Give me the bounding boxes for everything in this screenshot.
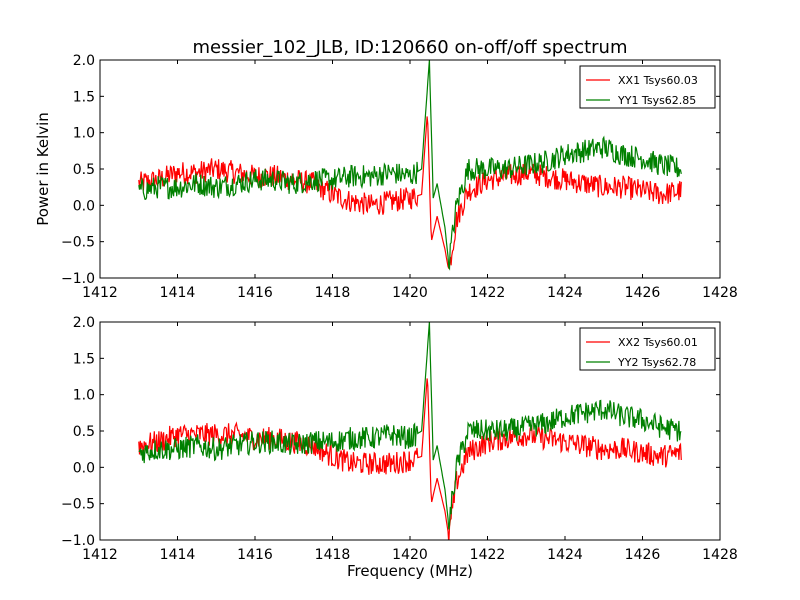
y-tick-label: −0.5 (61, 497, 95, 513)
x-tick-label: 1428 (702, 547, 738, 563)
y-tick-label: 1.5 (73, 351, 95, 367)
y-tick-label: 2.0 (73, 315, 95, 331)
x-tick-label: 1418 (315, 285, 351, 301)
legend (579, 327, 716, 371)
x-tick-label: 1416 (237, 285, 273, 301)
y-axis-label: Power in Kelvin (34, 112, 52, 226)
y-tick-label: −1.0 (61, 533, 95, 549)
x-tick-label: 1420 (392, 285, 428, 301)
x-tick-label: 1414 (160, 547, 196, 563)
series-line-xx-panel-1 (138, 116, 682, 269)
x-tick-label: 1420 (392, 547, 428, 563)
x-tick-label: 1418 (315, 547, 351, 563)
x-axis-label: Frequency (MHz) (347, 562, 473, 580)
series-line-yy-panel-1 (138, 60, 682, 271)
x-tick-label: 1412 (82, 547, 118, 563)
y-tick-label: 1.5 (73, 89, 95, 105)
x-tick-label: 1424 (547, 547, 583, 563)
y-tick-label: 1.0 (73, 126, 95, 142)
x-tick-label: 1422 (470, 285, 506, 301)
y-tick-label: 2.0 (73, 53, 95, 69)
y-tick-label: 0.0 (73, 460, 95, 476)
x-tick-label: 1412 (82, 285, 118, 301)
series-line-xx-panel-2 (138, 378, 682, 540)
legend-label: YY1 Tsys62.85 (617, 94, 696, 107)
x-tick-label: 1416 (237, 547, 273, 563)
legend-label: YY2 Tsys62.78 (617, 356, 696, 369)
legend-label: XX1 Tsys60.03 (618, 74, 698, 87)
x-tick-label: 1422 (470, 547, 506, 563)
y-tick-label: −1.0 (61, 271, 95, 287)
y-tick-label: 1.0 (73, 388, 95, 404)
y-tick-label: 0.0 (73, 198, 95, 214)
x-tick-label: 1426 (625, 285, 661, 301)
top-panel: 1412 1414 1416 1418 1420 1422 1424 1426 1428 −1.0… (34, 53, 738, 301)
legend (579, 65, 716, 109)
chart-title: messier_102_JLB, ID:120660 on-off/off sp… (192, 37, 627, 58)
x-tick-label: 1424 (547, 285, 583, 301)
y-tick-label: 0.5 (73, 162, 95, 178)
y-tick-label: 0.5 (73, 424, 95, 440)
legend-label: XX2 Tsys60.01 (618, 336, 698, 349)
bottom-panel: 1412 1414 1416 1418 1420 1422 1424 1426 1428 −1.0… (61, 315, 738, 580)
x-tick-label: 1414 (160, 285, 196, 301)
x-tick-label: 1426 (625, 547, 661, 563)
series-line-yy-panel-2 (138, 322, 682, 530)
y-tick-label: −0.5 (61, 235, 95, 251)
x-tick-label: 1428 (702, 285, 738, 301)
